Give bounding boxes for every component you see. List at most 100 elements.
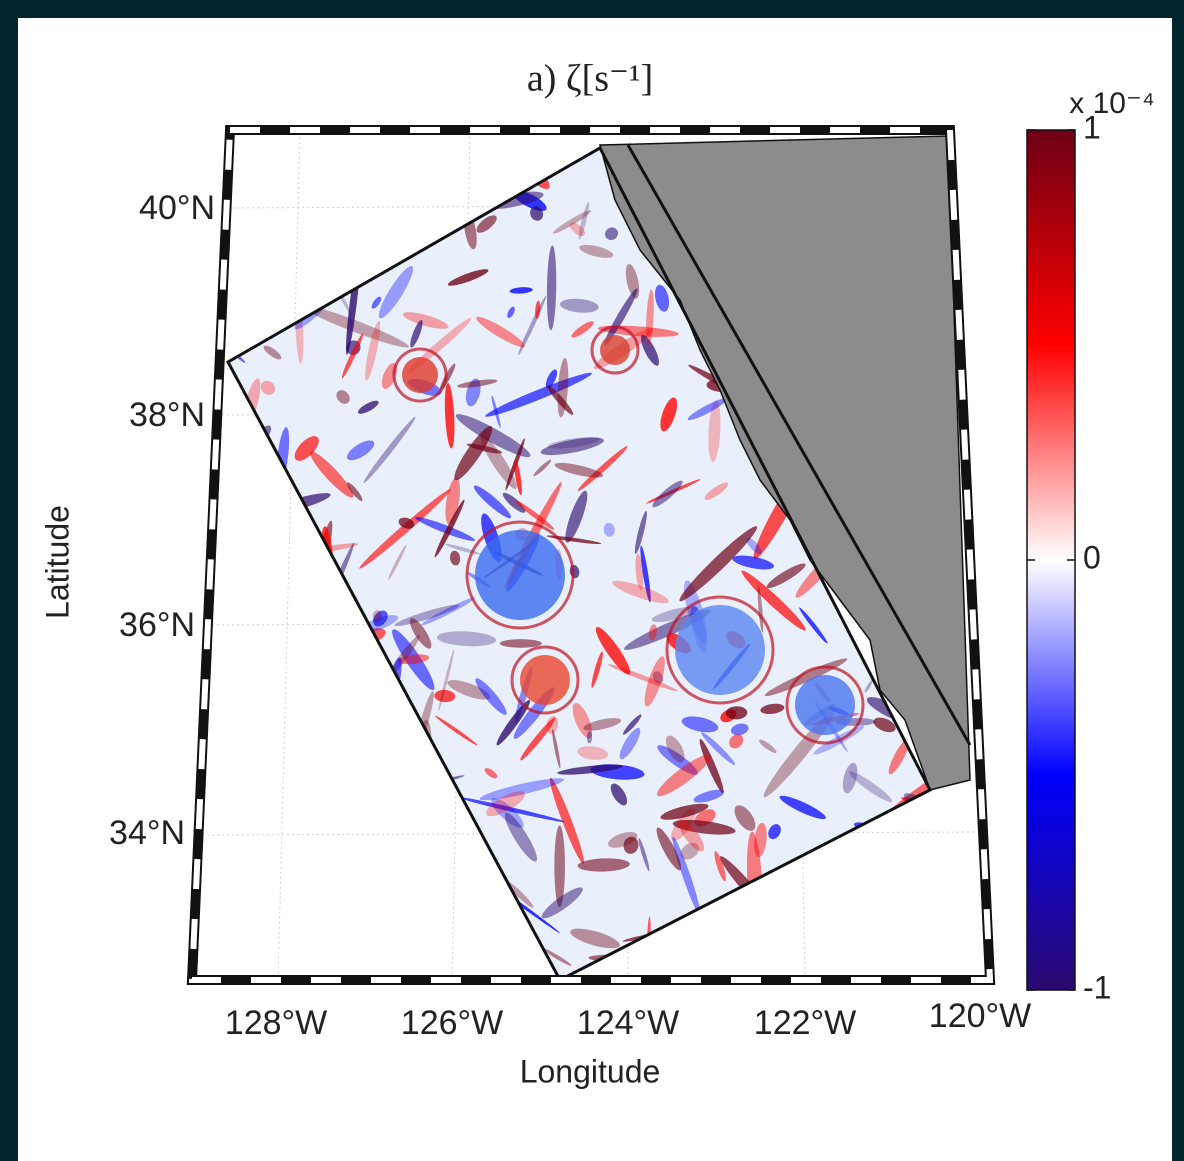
vorticity-filament xyxy=(533,459,552,477)
vorticity-filament xyxy=(572,702,593,739)
vorticity-filament xyxy=(359,488,452,569)
vorticity-filament xyxy=(373,610,388,627)
vorticity-filament xyxy=(646,289,654,347)
vorticity-filament xyxy=(586,730,593,744)
vorticity-filament xyxy=(577,858,630,872)
vorticity-filament xyxy=(660,397,678,432)
vorticity-filament xyxy=(623,836,639,854)
vorticity-filament xyxy=(363,416,416,484)
vorticity-filament xyxy=(577,746,609,760)
vorticity-filament xyxy=(746,538,762,555)
vorticity-filament xyxy=(554,825,565,908)
vorticity-filament xyxy=(450,550,461,566)
vorticity-filament xyxy=(652,480,683,508)
vorticity-filament xyxy=(758,739,777,753)
vorticity-filament xyxy=(612,580,669,604)
vorticity-filament xyxy=(552,210,592,234)
vorticity-filament xyxy=(842,762,858,794)
vorticity-filament xyxy=(421,597,476,626)
vorticity-filament xyxy=(640,334,659,366)
vorticity-filament xyxy=(678,819,705,852)
vorticity-filament xyxy=(388,544,407,580)
vorticity-filament xyxy=(447,680,491,700)
title: a) ζ[s⁻¹] xyxy=(527,58,653,100)
vorticity-filament xyxy=(454,426,493,481)
vorticity-filament xyxy=(873,717,896,733)
eddy xyxy=(675,605,765,695)
vorticity-filament xyxy=(672,819,736,835)
vorticity-filament xyxy=(672,836,701,916)
y-tick-label: 34°N xyxy=(109,814,185,852)
vorticity-filament xyxy=(476,215,497,233)
vorticity-filament xyxy=(415,516,475,541)
vorticity-filament xyxy=(504,812,537,862)
vorticity-filament xyxy=(610,783,628,806)
eddy xyxy=(520,655,570,705)
eddy xyxy=(600,335,630,365)
grid-line xyxy=(277,131,301,981)
vorticity-filament xyxy=(725,706,748,720)
vorticity-filament xyxy=(768,824,781,840)
vorticity-filament xyxy=(648,624,657,641)
vorticity-filament xyxy=(372,610,383,623)
vorticity-filament xyxy=(479,778,564,801)
vorticity-filament xyxy=(864,680,873,693)
y-tick-label: 40°N xyxy=(139,189,215,227)
vorticity-filament xyxy=(657,745,698,775)
vorticity-filament xyxy=(603,522,615,537)
vorticity-filament xyxy=(545,369,558,389)
vorticity-filament xyxy=(754,822,767,858)
vorticity-filament xyxy=(732,555,775,570)
vorticity-filament xyxy=(547,385,574,415)
vorticity-filament xyxy=(434,689,456,703)
colorbar-multiplier: x 10⁻⁴ xyxy=(1069,87,1154,120)
vorticity-filament xyxy=(660,803,709,820)
vorticity-filament xyxy=(499,639,542,648)
y-axis-label: Latitude xyxy=(39,505,75,619)
eddy-ring xyxy=(590,325,640,375)
vorticity-filament xyxy=(635,553,644,591)
vorticity-filament xyxy=(680,842,699,860)
colorbar-tick-label: 1 xyxy=(1083,109,1101,145)
vorticity-filament xyxy=(888,738,910,775)
x-tick-label: 126°W xyxy=(401,1004,503,1042)
vorticity-filament xyxy=(346,440,375,461)
vorticity-filament xyxy=(708,400,721,462)
vorticity-filament xyxy=(444,382,455,449)
vorticity-filament xyxy=(392,629,435,691)
vorticity-filament xyxy=(591,651,603,688)
vorticity-filament xyxy=(378,266,414,319)
vorticity-filament xyxy=(578,202,590,240)
vorticity-filament xyxy=(714,850,726,882)
eddy-ring xyxy=(510,645,580,715)
vorticity-filament xyxy=(634,510,647,554)
eddy-ring xyxy=(785,665,865,745)
vorticity-filament xyxy=(608,831,638,848)
vorticity-filament xyxy=(455,414,531,458)
vorticity-filament xyxy=(779,795,826,820)
x-tick-label: 128°W xyxy=(225,1004,327,1042)
vorticity-filament xyxy=(476,316,525,348)
vorticity-filament xyxy=(365,320,381,381)
vorticity-filament xyxy=(681,716,719,733)
vorticity-filament xyxy=(438,649,455,712)
vorticity-filament xyxy=(491,797,524,828)
y-tick-label: 36°N xyxy=(119,606,195,644)
eddy-ring xyxy=(665,595,775,705)
boundary-line xyxy=(626,144,972,746)
eddy xyxy=(475,530,565,620)
vorticity-filament xyxy=(652,671,664,684)
eddy-ring xyxy=(465,520,575,630)
vorticity-filament xyxy=(535,300,541,319)
vorticity-filament xyxy=(569,222,586,237)
colorbar-ticks: -1 0 1 xyxy=(1027,109,1111,1005)
vorticity-filament xyxy=(410,319,423,348)
vorticity-filament xyxy=(552,728,561,769)
vorticity-filament xyxy=(554,462,604,478)
vorticity-filament xyxy=(357,400,379,414)
vorticity-filament xyxy=(571,321,594,338)
vorticity-filament xyxy=(704,482,729,501)
vorticity-filament xyxy=(310,451,354,498)
grid-line xyxy=(211,621,967,626)
vorticity-filament xyxy=(766,563,806,589)
